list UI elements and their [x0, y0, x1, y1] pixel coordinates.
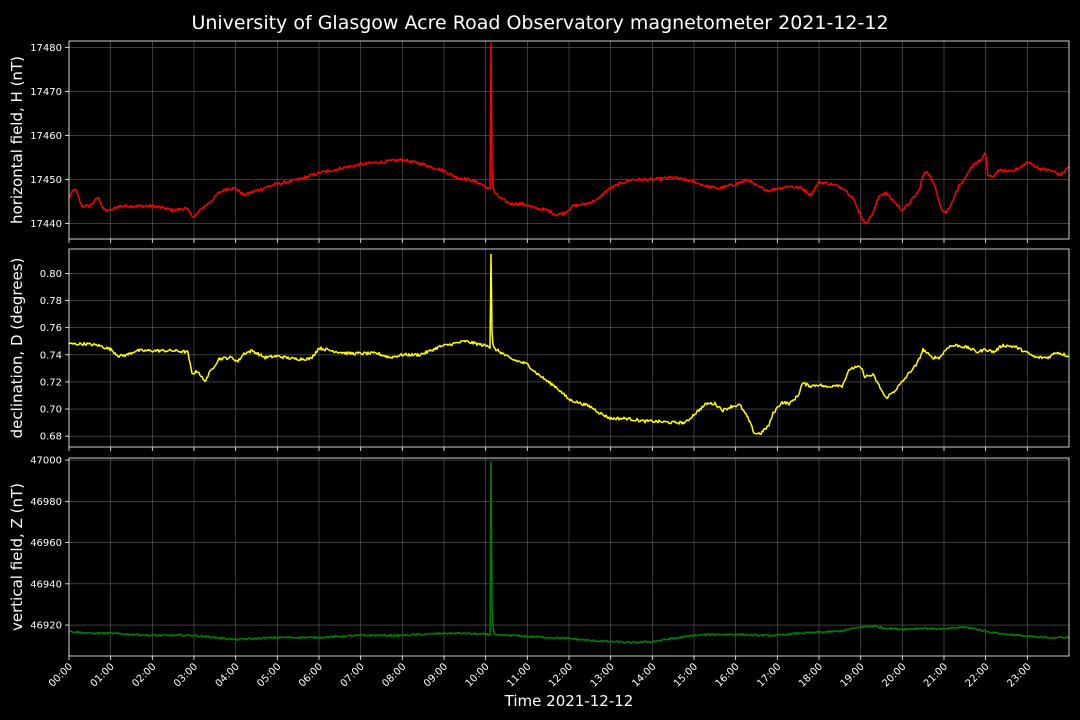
y-tick-label: 0.68	[40, 432, 62, 443]
y-axis-label: declination, D (degrees)	[8, 258, 26, 439]
chart-title: University of Glasgow Acre Road Observat…	[191, 12, 888, 34]
y-tick-label: 17440	[30, 219, 62, 230]
x-axis-label: Time 2021-12-12	[504, 692, 634, 710]
y-tick-label: 0.76	[40, 323, 62, 334]
chart-panels: 17440 17450 17460 17470 17480 horizontal fiel…	[8, 40, 1070, 660]
y-tick-label: 46960	[30, 538, 62, 549]
y-tick-label: 17470	[30, 87, 62, 98]
panel-H: 17440 17450 17460 17470 17480 horizontal fiel…	[8, 40, 1070, 243]
series-line-D	[69, 253, 1069, 435]
y-tick-label: 17450	[30, 175, 62, 186]
axes-frame	[68, 457, 1070, 657]
panel-Z: 46920 46940 46960 46980 47000 vertical field,…	[8, 456, 1070, 660]
y-axis-label: vertical field, Z (nT)	[8, 483, 26, 631]
y-tick-label: 17480	[30, 43, 62, 54]
y-tick-label: 17460	[30, 131, 62, 142]
y-tick-label: 46940	[30, 579, 62, 590]
axes-frame	[68, 40, 1070, 240]
series-line-Z	[69, 461, 1069, 645]
axes-frame	[68, 248, 1070, 448]
panel-D: 0.68 0.70 0.72 0.74 0.76 0.78 0.80 declination,…	[8, 248, 1070, 451]
y-tick-label: 46920	[30, 621, 62, 632]
y-tick-label: 0.72	[40, 377, 62, 388]
y-tick-label: 47000	[30, 456, 62, 467]
y-tick-label: 0.70	[40, 405, 62, 416]
y-axis-label: horizontal field, H (nT)	[8, 56, 26, 224]
y-tick-label: 0.78	[40, 296, 62, 307]
y-tick-label: 0.74	[40, 350, 62, 361]
y-tick-label: 46980	[30, 497, 62, 508]
y-tick-label: 0.80	[40, 269, 62, 280]
series-line-H	[69, 42, 1069, 224]
